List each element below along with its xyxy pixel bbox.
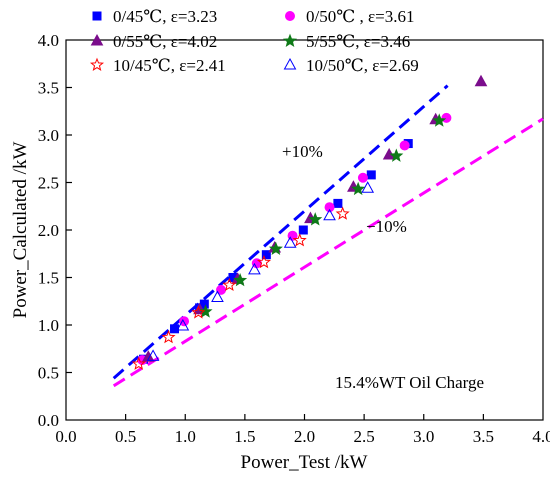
data-point-s0-p6 (298, 225, 308, 235)
data-point-s5-p6 (361, 181, 375, 193)
data-point-s2-p0 (141, 350, 155, 362)
y-tick-label: 3.5 (38, 79, 59, 98)
legend-marker-0 (92, 11, 102, 21)
x-tick-label: 0.0 (55, 427, 76, 446)
data-point-s1-p8 (441, 112, 452, 123)
data-point-s4-p4 (256, 254, 271, 269)
legend-marker-2 (90, 33, 104, 46)
data-point-s1-p7 (399, 140, 410, 151)
x-tick-label: 1.5 (234, 427, 255, 446)
annotation-minus10: −10% (366, 217, 407, 236)
y-tick-label: 2.0 (38, 221, 59, 240)
data-point-s5-p1 (176, 318, 190, 331)
legend-label-3: 5/55℃, ε=3.46 (306, 32, 410, 51)
y-tick-label: 1.5 (38, 269, 59, 288)
data-point-s1-p6 (357, 172, 368, 183)
y-tick-label: 2.5 (38, 174, 59, 193)
data-point-s4-p2 (191, 305, 206, 319)
data-point-s3-p3 (308, 212, 323, 226)
x-tick-label: 4.0 (532, 427, 550, 446)
data-point-s3-p2 (268, 241, 283, 255)
legend: 0/45℃, ε=3.23 0/50℃ , ε=3.61 0/55℃, ε=4.02… (89, 7, 419, 75)
data-point-s5-p3 (248, 262, 261, 275)
data-point-s3-p4 (351, 181, 366, 196)
data-point-s4-p3 (222, 277, 237, 292)
legend-marker-1 (285, 11, 295, 21)
x-tick-label: 3.5 (473, 427, 494, 446)
legend-marker-5 (283, 57, 297, 70)
data-point-s5-p5 (323, 208, 336, 221)
data-point-s3-p0 (198, 304, 213, 318)
data-point-s0-p5 (261, 250, 271, 260)
y-axis-title: Power_Calculated /kW (10, 142, 31, 319)
data-point-s0-p7 (333, 198, 343, 208)
y-tick-label: 1.0 (38, 316, 59, 335)
data-points (131, 74, 488, 370)
data-point-s0-p8 (366, 170, 376, 180)
reference-line-plus10 (112, 84, 449, 380)
data-point-s3-p1 (233, 272, 248, 287)
legend-marker-3 (282, 33, 298, 47)
legend-label-0: 0/45℃, ε=3.23 (113, 7, 217, 26)
data-point-s2-p8 (474, 74, 488, 87)
reference-lines (112, 84, 544, 388)
data-point-s5-p0 (146, 349, 160, 361)
x-axis-title: Power_Test /kW (241, 452, 368, 473)
data-point-s5-p4 (283, 236, 297, 248)
data-point-s4-p6 (335, 206, 350, 220)
legend-marker-4 (89, 57, 105, 71)
x-tick-label: 2.0 (294, 427, 315, 446)
legend-label-2: 0/55℃, ε=4.02 (113, 32, 217, 51)
data-point-s3-p6 (432, 113, 447, 127)
legend-label-5: 10/50℃, ε=2.69 (306, 56, 419, 75)
legend-label-1: 0/50℃ , ε=3.61 (306, 7, 414, 26)
legend-label-4: 10/45℃, ε=2.41 (113, 56, 226, 75)
y-tick-label: 0.5 (38, 364, 59, 383)
y-tick-label: 0.0 (38, 411, 59, 430)
x-tick-label: 3.0 (413, 427, 434, 446)
x-tick-label: 1.0 (175, 427, 196, 446)
annotation-oil-charge: 15.4%WT Oil Charge (335, 373, 484, 392)
data-point-s4-p1 (161, 329, 176, 344)
y-tick-label: 4.0 (38, 31, 59, 50)
data-point-s4-p0 (131, 356, 146, 370)
annotation-plus10: +10% (282, 142, 323, 161)
x-tick-label: 0.5 (115, 427, 136, 446)
x-axis: 0.0 0.5 1.0 1.5 2.0 2.5 3.0 3.5 4.0 (55, 414, 550, 446)
reference-line-minus10 (112, 117, 544, 388)
data-point-s3-p5 (389, 148, 404, 162)
data-point-s5-p2 (211, 290, 224, 302)
data-point-s4-p5 (292, 233, 307, 247)
x-tick-label: 2.5 (354, 427, 375, 446)
y-axis: 0.0 0.5 1.0 1.5 2.0 2.5 3.0 3.5 4.0 (38, 31, 72, 430)
data-point-s1-p5 (324, 202, 335, 213)
data-point-s0-p1 (170, 324, 180, 334)
y-tick-label: 3.0 (38, 126, 59, 145)
